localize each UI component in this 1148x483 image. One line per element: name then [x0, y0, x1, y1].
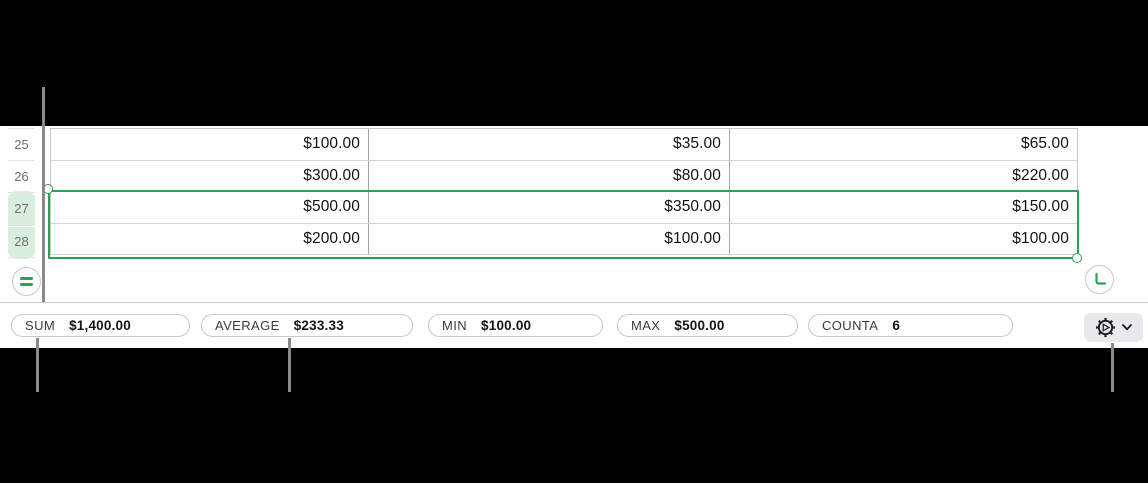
stat-label: MAX [631, 318, 661, 333]
stat-pill-average[interactable]: AVERAGE $233.33 [201, 314, 413, 337]
row-highlight-divider [8, 225, 35, 227]
table-resize-handle-button[interactable] [1085, 265, 1114, 294]
table-row: $200.00 $100.00 $100.00 [51, 223, 1077, 255]
stat-pill-min[interactable]: MIN $100.00 [428, 314, 603, 337]
table-cell[interactable]: $220.00 [1012, 166, 1069, 184]
row-header-25[interactable]: 25 [8, 128, 35, 161]
row-header-27[interactable]: 27 [8, 193, 35, 226]
row-header-26[interactable]: 26 [8, 161, 35, 193]
row-drag-handle-icon [20, 283, 33, 286]
stats-options-button[interactable] [1084, 313, 1143, 342]
stat-value: $233.33 [293, 318, 344, 333]
stat-value: 6 [892, 318, 901, 333]
table-cell[interactable]: $200.00 [51, 223, 369, 254]
stat-value: $1,400.00 [69, 318, 131, 333]
table-cell[interactable]: $100.00 [1012, 229, 1069, 247]
table-cell[interactable]: $500.00 [51, 192, 369, 223]
row-header-28[interactable]: 28 [8, 226, 35, 258]
table-resize-handle-icon [1095, 272, 1107, 285]
chevron-down-icon [1122, 324, 1132, 331]
gear-icon [1095, 317, 1116, 338]
row-drag-handle-button[interactable] [12, 267, 41, 296]
stat-value: $500.00 [674, 318, 725, 333]
table-cell[interactable]: $300.00 [51, 160, 369, 191]
stat-pill-max[interactable]: MAX $500.00 [617, 314, 798, 337]
table-cell[interactable]: $80.00 [369, 160, 730, 191]
table-cell[interactable]: $100.00 [369, 223, 730, 254]
table-cell[interactable]: $65.00 [1020, 135, 1069, 153]
table-cell[interactable]: $350.00 [369, 192, 730, 223]
stat-label: MIN [442, 318, 468, 333]
table-row: $300.00 $80.00 $220.00 [51, 160, 1077, 192]
row-drag-handle-icon [20, 277, 33, 280]
stat-pill-counta[interactable]: COUNTA 6 [808, 314, 1013, 337]
stat-value: $100.00 [481, 318, 532, 333]
callout-line [36, 338, 39, 392]
callout-line [42, 87, 45, 302]
stat-pill-sum[interactable]: SUM $1,400.00 [11, 314, 190, 337]
row-number-rail: 25 26 27 28 [8, 128, 35, 258]
callout-line [288, 338, 291, 392]
stat-label: SUM [25, 318, 56, 333]
table-cell[interactable]: $150.00 [1012, 198, 1069, 216]
table-cell[interactable]: $100.00 [51, 129, 369, 160]
selection-handle-bottom-right[interactable] [1072, 252, 1082, 263]
table-row: $100.00 $35.00 $65.00 [51, 129, 1077, 161]
table-row: $500.00 $350.00 $150.00 [51, 192, 1077, 224]
table-cell[interactable]: $35.00 [369, 129, 730, 160]
callout-line [1111, 343, 1114, 392]
stat-label: AVERAGE [215, 318, 280, 333]
spreadsheet-table: $100.00 $35.00 $65.00 $300.00 $80.00 $22… [50, 128, 1078, 255]
calc-bar-divider [0, 302, 1148, 303]
stat-label: COUNTA [822, 318, 879, 333]
